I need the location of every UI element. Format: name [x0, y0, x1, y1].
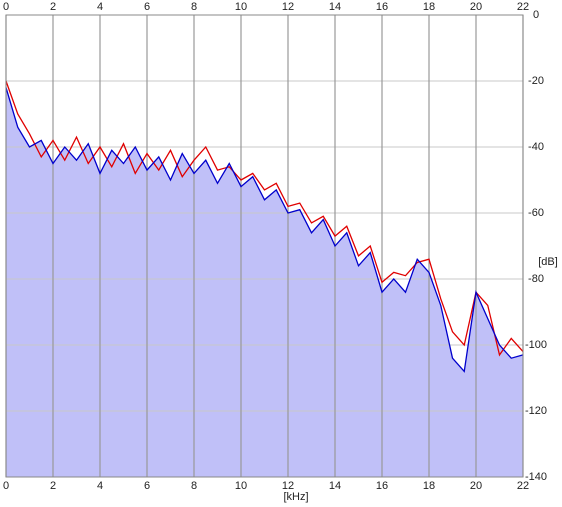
x-tick-label: 6 — [144, 480, 150, 492]
x-tick-label: 12 — [282, 480, 294, 492]
x-tick-label-top: 2 — [50, 1, 56, 13]
y-tick-label: -60 — [528, 207, 544, 219]
x-tick-label: 2 — [50, 480, 56, 492]
x-tick-label-top: 22 — [517, 1, 529, 13]
x-tick-label-top: 4 — [97, 1, 103, 13]
y-tick-label: -100 — [525, 339, 547, 351]
spectrum-fill — [6, 87, 523, 477]
y-tick-label: -20 — [528, 75, 544, 87]
spectrum-line — [5, 80, 524, 357]
x-tick-label: 22 — [517, 480, 529, 492]
x-tick-label: 16 — [376, 480, 388, 492]
y-tick-label: -140 — [525, 471, 547, 483]
x-tick-label-top: 18 — [423, 1, 435, 13]
x-tick-label: 14 — [329, 480, 341, 492]
spectrum-line — [5, 87, 524, 373]
x-tick-label-top: 8 — [191, 1, 197, 13]
x-axis-label: [kHz] — [283, 491, 308, 503]
x-tick-label-top: 12 — [282, 1, 294, 13]
x-tick-label-top: 6 — [144, 1, 150, 13]
y-tick-label: -80 — [528, 273, 544, 285]
x-tick-label-top: 0 — [3, 1, 9, 13]
x-tick-label: 4 — [97, 480, 103, 492]
x-tick-label: 20 — [470, 480, 482, 492]
x-tick-label: 0 — [3, 480, 9, 492]
plot-frame — [5, 14, 524, 478]
y-tick-label: 0 — [533, 9, 539, 21]
x-tick-label-top: 14 — [329, 1, 341, 13]
y-tick-label: -40 — [528, 141, 544, 153]
y-axis-label: [dB] — [538, 256, 558, 268]
x-tick-label: 18 — [423, 480, 435, 492]
x-tick-label-top: 16 — [376, 1, 388, 13]
x-tick-label: 8 — [191, 480, 197, 492]
x-tick-label-top: 20 — [470, 1, 482, 13]
x-tick-label-top: 10 — [235, 1, 247, 13]
x-tick-label: 10 — [235, 480, 247, 492]
y-tick-label: -120 — [525, 405, 547, 417]
